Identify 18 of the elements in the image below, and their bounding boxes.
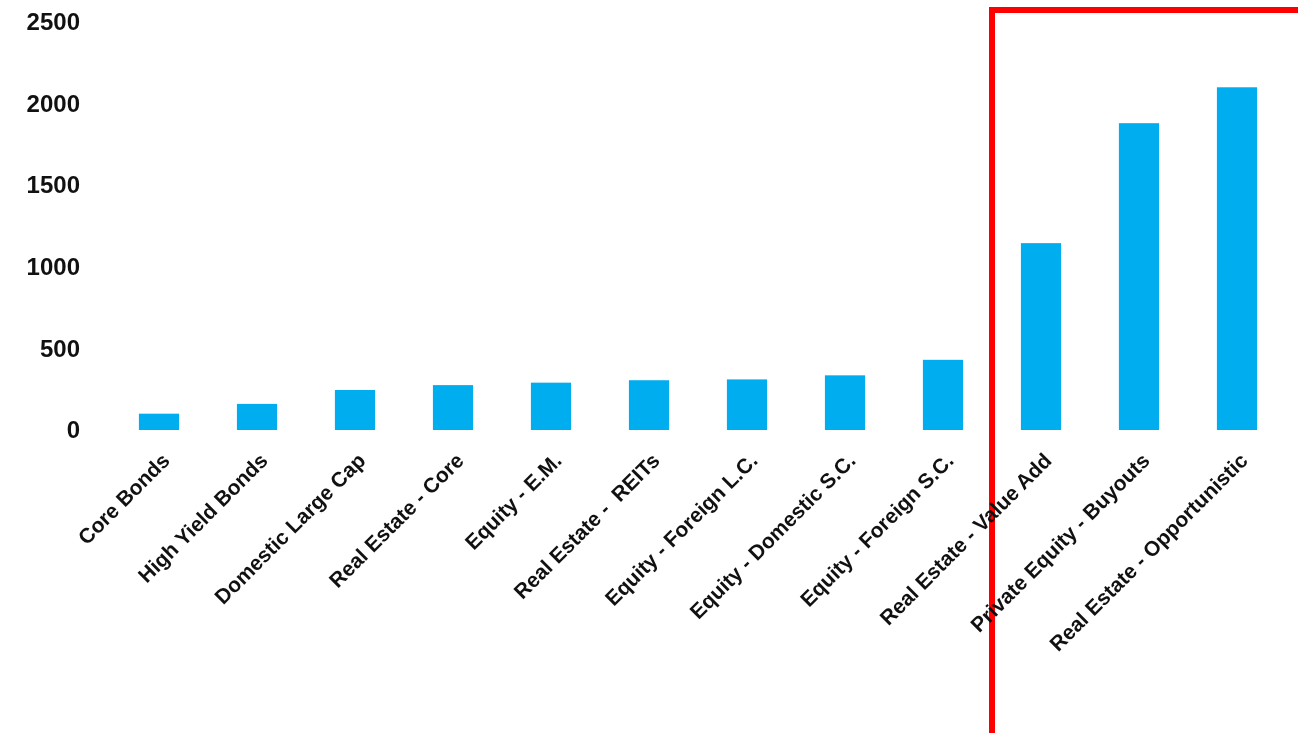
bar [432,385,474,430]
bar [726,379,768,430]
bar [1020,243,1062,430]
bar [530,382,572,430]
bar [1216,87,1258,430]
y-tick-label: 2500 [26,8,80,36]
y-tick-label: 1000 [26,252,80,280]
bar [138,413,180,430]
y-tick-label: 0 [66,416,80,444]
bar [628,380,670,430]
bar [922,359,964,430]
bar [1118,123,1160,430]
bar [824,375,866,430]
y-tick-label: 1500 [26,171,80,199]
y-tick-label: 2000 [26,89,80,117]
bar [236,403,278,430]
bar [334,390,376,430]
y-tick-label: 500 [39,334,80,362]
